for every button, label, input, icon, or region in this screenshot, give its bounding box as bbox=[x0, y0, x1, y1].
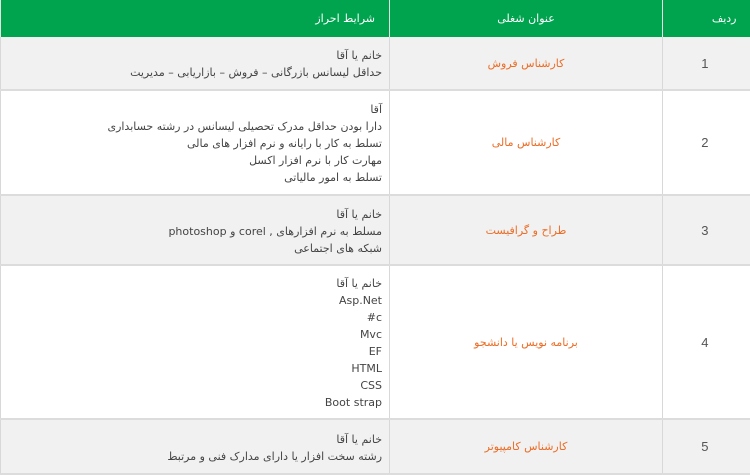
requirement-line: خانم یا آقا bbox=[1, 275, 382, 292]
requirement-line: خانم یا آقا bbox=[1, 206, 382, 223]
row-number: 3 bbox=[663, 195, 750, 265]
header-requirements: شرایط احراز bbox=[1, 0, 390, 37]
requirement-line: Boot strap bbox=[1, 394, 382, 411]
header-row: ردیف عنوان شغلی شرایط احراز bbox=[1, 0, 750, 37]
requirement-line: رشته سخت افزار یا دارای مدارک فنی و مرتب… bbox=[1, 448, 382, 465]
header-row-number: ردیف bbox=[663, 0, 750, 37]
job-title: برنامه نویس یا دانشجو bbox=[390, 265, 663, 419]
requirement-line: شبکه های اجتماعی bbox=[1, 240, 382, 257]
requirement-line: دارا بودن حداقل مدرک تحصیلی لیسانس در رش… bbox=[1, 118, 382, 135]
requirement-line: Asp.Net bbox=[1, 292, 382, 309]
row-number: 2 bbox=[663, 90, 750, 195]
requirement-line: EF bbox=[1, 343, 382, 360]
job-title: کارشناس مالی bbox=[390, 90, 663, 195]
job-title: کارشناس کامپیوتر bbox=[390, 419, 663, 474]
requirement-line: مهارت کار با نرم افزار اکسل bbox=[1, 152, 382, 169]
requirement-line: مسلط به نرم افزارهای , corel و photoshop bbox=[1, 223, 382, 240]
requirement-line: تسلط به امور مالیاتی bbox=[1, 169, 382, 186]
requirement-line: آقا bbox=[1, 101, 382, 118]
requirement-line: CSS bbox=[1, 377, 382, 394]
row-number: 1 bbox=[663, 37, 750, 90]
requirement-line: حداقل لیسانس بازرگانی – فروش – بازاریابی… bbox=[1, 64, 382, 81]
job-title: طراح و گرافیست bbox=[390, 195, 663, 265]
job-title: کارشناس فروش bbox=[390, 37, 663, 90]
row-number: 4 bbox=[663, 265, 750, 419]
requirement-line: خانم یا آقا bbox=[1, 431, 382, 448]
requirement-line: Mvc bbox=[1, 326, 382, 343]
header-job-title: عنوان شغلی bbox=[390, 0, 663, 37]
row-number: 5 bbox=[663, 419, 750, 474]
requirement-line: #c bbox=[1, 309, 382, 326]
requirement-line: HTML bbox=[1, 360, 382, 377]
requirement-line: خانم یا آقا bbox=[1, 47, 382, 64]
requirement-line: تسلط به کار با رایانه و نرم افزار های ما… bbox=[1, 135, 382, 152]
